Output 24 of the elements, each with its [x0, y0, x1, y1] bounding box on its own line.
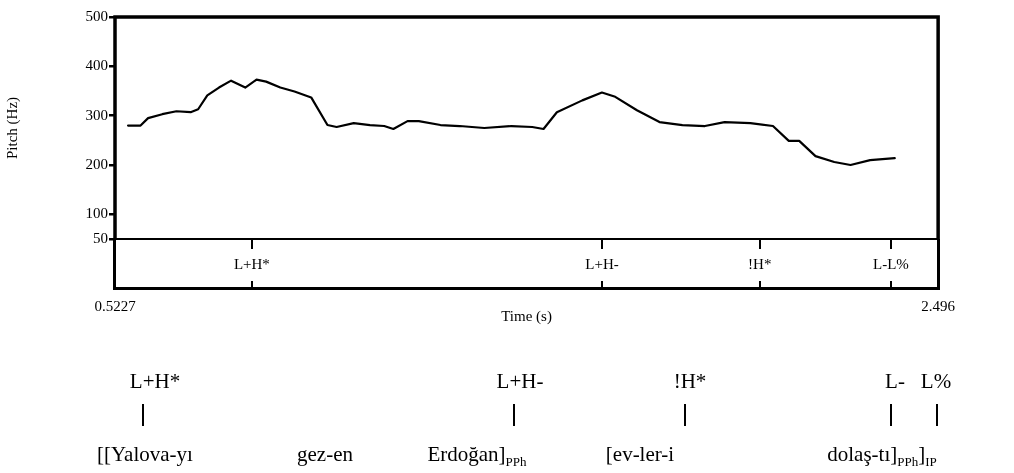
text: L%: [920, 369, 952, 394]
text: [[Yalova-yı: [97, 442, 193, 467]
y-tick-label: 50: [93, 229, 108, 246]
text: L+H*: [129, 369, 181, 394]
y-tick-label: 400: [85, 57, 108, 74]
text: [ev-ler-i: [605, 442, 675, 467]
text: L+H-: [585, 256, 619, 273]
text: gez-en: [297, 442, 353, 467]
x-axis-title: Time (s): [501, 307, 552, 325]
text: !H*: [673, 369, 707, 394]
text: !H*: [748, 256, 772, 273]
y-tick-label: 100: [85, 205, 108, 222]
y-tick-label: 500: [85, 7, 108, 24]
text: Erdoğan]$_{PPh}$: [427, 442, 527, 471]
text: L+H-: [496, 369, 544, 394]
text: L+H*: [233, 256, 270, 273]
x-tick-label: 2.496: [921, 297, 956, 314]
text: L-L%: [873, 256, 909, 273]
y-axis-title: Pitch (Hz): [3, 96, 21, 160]
y-tick-label: 200: [85, 155, 108, 172]
y-tick-label: 300: [85, 106, 108, 123]
text: dolaş-tı]$_{PPh}$]$_{IP}$: [827, 442, 937, 471]
text: L-: [885, 369, 905, 394]
x-tick-label: 0.5227: [94, 297, 137, 314]
